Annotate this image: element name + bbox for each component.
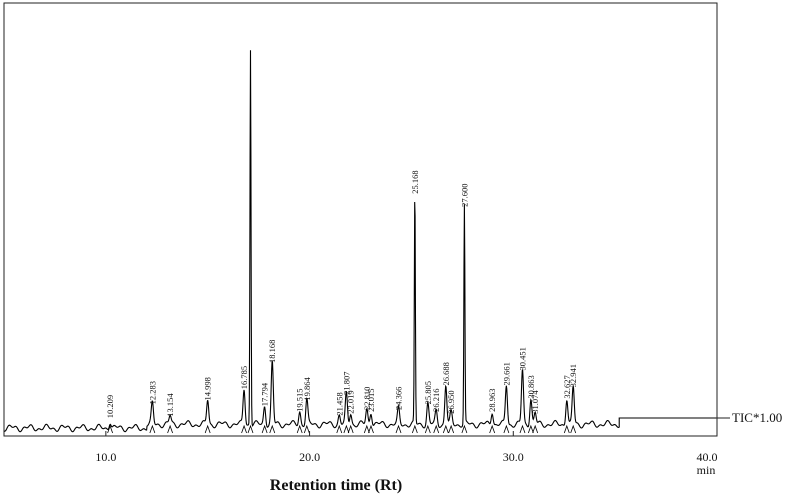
peak-label-10: 21.458 [334,392,344,415]
peak-label-25: 30.863 [526,375,536,398]
peak-marker-6 [261,424,268,434]
x-tick-label-0: 10.0 [95,450,116,464]
peak-label-1: 12.283 [147,381,157,404]
x-tick-label-3: 40.0 [697,450,718,464]
peak-marker-10 [336,424,343,434]
plot-frame [3,2,718,437]
peak-label-12: 22.019 [346,390,356,413]
peak-marker-27 [563,424,570,434]
peak-marker-2 [167,424,173,434]
peak-label-16: 25.168 [410,170,420,193]
peak-label-21: 27.600 [459,184,469,207]
peak-label-27: 32.627 [562,375,572,398]
x-axis-ticks: 10.0 20.0 30.0 40.0 [95,431,718,464]
peak-marker-3 [204,424,211,434]
peak-marker-25 [527,424,534,434]
peak-label-17: 25.805 [423,381,433,404]
peak-label-7: 18.168 [267,340,277,363]
peak-label-9: 19.864 [302,376,312,400]
peak-marker-9 [303,424,310,434]
peak-marker-20 [448,424,455,434]
peak-marker-21 [461,424,468,434]
peak-marker-7 [269,424,276,434]
peak-marker-19 [442,424,449,434]
peak-marker-1 [149,424,156,434]
peak-marker-24 [519,424,526,434]
peak-label-28: 32.941 [568,364,578,387]
peak-label-3: 14.998 [203,377,213,400]
trace-label: TIC*1.00 [732,410,782,425]
peak-label-11: 21.807 [341,372,351,395]
peak-label-24: 30.451 [517,347,527,370]
peak-marker-0 [107,424,113,434]
peak-label-19: 26.688 [441,362,451,385]
peak-marker-11 [343,424,350,434]
peak-marker-16 [411,424,418,434]
peak-label-23: 29.661 [501,362,511,385]
peak-marker-8 [296,424,303,434]
peak-marker-13 [363,424,370,434]
peak-label-20: 26.950 [446,390,456,413]
peak-markers: 10.209 12.283 13.154 14.998 16.785 17.794 18.1… [105,170,578,434]
peak-label-4: 16.785 [239,366,249,389]
peak-label-2: 13.154 [165,393,175,417]
x-axis-title: Retention time (Rt) [270,477,402,494]
peak-marker-17 [424,424,431,434]
peak-label-26: 31.074 [530,390,540,414]
peak-label-0: 10.209 [105,395,115,418]
peak-marker-12 [347,424,354,434]
peak-marker-15 [395,424,402,434]
peak-label-6: 17.794 [260,382,270,406]
peak-label-14: 23.015 [366,388,376,411]
peak-marker-14 [368,424,374,434]
x-tick-label-1: 20.0 [299,450,320,464]
peak-label-8: 19.515 [295,388,305,411]
x-tick-label-2: 30.0 [503,450,524,464]
peak-label-15: 24.366 [394,387,404,410]
peak-marker-22 [489,424,496,434]
tic-trace [3,50,717,433]
peak-marker-4 [241,424,247,434]
peak-label-22: 28.963 [487,388,497,411]
peak-marker-23 [503,424,510,434]
peak-label-13: 22.810 [362,387,372,410]
peak-marker-18 [433,424,440,434]
peak-marker-26 [532,424,539,434]
peak-marker-28 [570,424,577,434]
x-unit-label: min [697,463,716,477]
peak-label-18: 26.216 [431,388,441,411]
peak-marker-5 [247,424,254,434]
